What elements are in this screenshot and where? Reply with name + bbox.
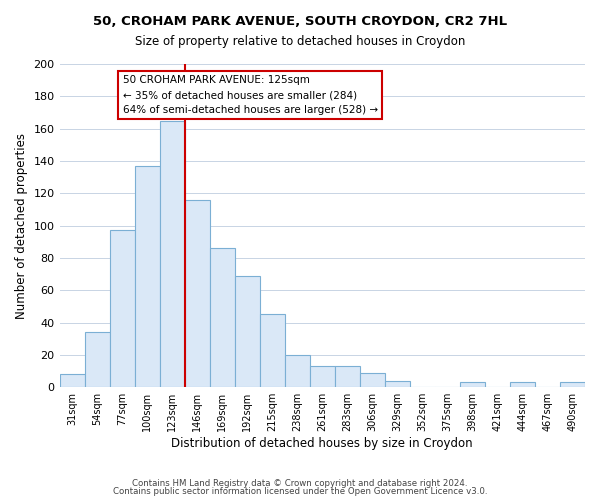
Bar xyxy=(285,355,310,387)
Y-axis label: Number of detached properties: Number of detached properties xyxy=(15,132,28,318)
Bar xyxy=(560,382,585,387)
X-axis label: Distribution of detached houses by size in Croydon: Distribution of detached houses by size … xyxy=(172,437,473,450)
Bar xyxy=(335,366,360,387)
Bar xyxy=(260,314,285,387)
Text: Size of property relative to detached houses in Croydon: Size of property relative to detached ho… xyxy=(135,35,465,48)
Text: 50 CROHAM PARK AVENUE: 125sqm
← 35% of detached houses are smaller (284)
64% of : 50 CROHAM PARK AVENUE: 125sqm ← 35% of d… xyxy=(122,76,378,115)
Bar xyxy=(110,230,134,387)
Bar xyxy=(59,374,85,387)
Text: Contains HM Land Registry data © Crown copyright and database right 2024.: Contains HM Land Registry data © Crown c… xyxy=(132,478,468,488)
Bar xyxy=(510,382,535,387)
Bar xyxy=(134,166,160,387)
Text: Contains public sector information licensed under the Open Government Licence v3: Contains public sector information licen… xyxy=(113,487,487,496)
Bar xyxy=(209,248,235,387)
Bar xyxy=(360,372,385,387)
Bar xyxy=(185,200,209,387)
Bar xyxy=(460,382,485,387)
Text: 50, CROHAM PARK AVENUE, SOUTH CROYDON, CR2 7HL: 50, CROHAM PARK AVENUE, SOUTH CROYDON, C… xyxy=(93,15,507,28)
Bar xyxy=(160,120,185,387)
Bar xyxy=(385,380,410,387)
Bar xyxy=(310,366,335,387)
Bar xyxy=(85,332,110,387)
Bar xyxy=(235,276,260,387)
